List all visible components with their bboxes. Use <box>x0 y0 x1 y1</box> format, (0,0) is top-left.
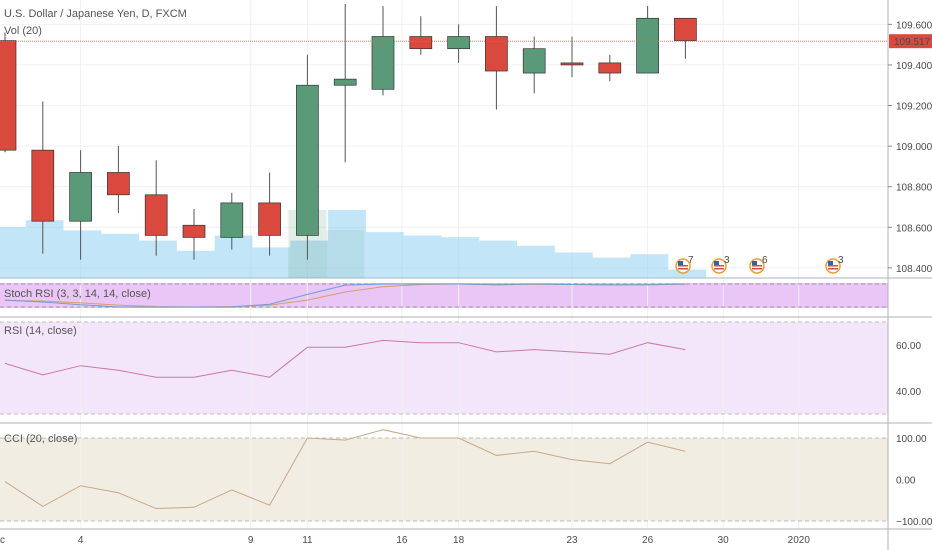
current-price-badge <box>889 34 932 49</box>
cci-tick-label: 0.00 <box>896 476 916 487</box>
rsi-line <box>4 339 686 378</box>
stoch-pane-bg <box>0 283 888 308</box>
us-flag-stripe <box>678 268 688 270</box>
rsi-pane-title: RSI (14, close) <box>4 325 77 337</box>
volume-bar <box>25 220 64 278</box>
us-flag-canton <box>828 261 833 265</box>
candle-body <box>636 17 659 74</box>
candle-body <box>69 172 92 222</box>
volume-bar <box>592 257 631 278</box>
time-axis: 4 9 11 16 18 23 26 30 2020 <box>78 535 811 546</box>
event-count: 3 <box>838 255 844 266</box>
stoch-pane-title: Stoch RSI (3, 3, 14, 14, close) <box>4 288 151 300</box>
event-count: 3 <box>724 255 730 266</box>
candle-body <box>296 84 319 236</box>
time-tick-label: 4 <box>78 535 84 546</box>
time-tick-label: 18 <box>453 535 465 546</box>
time-tick-label: 23 <box>566 535 578 546</box>
candle-body <box>485 36 508 72</box>
volume-bar <box>517 245 555 278</box>
time-tick-label: 2020 <box>788 535 811 546</box>
event-icons: 7 3 6 3 <box>675 255 844 274</box>
time-tick-label: 30 <box>718 535 730 546</box>
candles <box>0 4 697 260</box>
rsi-tick-label: 60.00 <box>896 341 921 352</box>
candle-body <box>447 36 470 50</box>
cci-tick-label: −100.00 <box>896 517 932 528</box>
us-flag-canton <box>752 261 757 265</box>
volume-bar <box>479 240 518 278</box>
time-tick-label: 11 <box>302 535 313 546</box>
volume-bar-highlight <box>326 230 365 278</box>
price-tick-label: 109.200 <box>896 102 932 113</box>
price-tick-label: 109.400 <box>896 61 932 72</box>
candle-body <box>333 78 357 86</box>
candle-body <box>144 194 168 236</box>
cci-pane-bg <box>0 438 888 521</box>
event-count: 7 <box>688 255 694 266</box>
cci-series <box>4 429 686 510</box>
us-flag-stripe <box>828 265 838 267</box>
candle-body <box>107 172 130 196</box>
current-price-label: 109.517 <box>894 37 931 48</box>
rsi-pane-bg <box>0 322 888 414</box>
time-axis-first-fragment: c <box>0 535 5 546</box>
price-tick-label: 108.600 <box>896 223 932 234</box>
price-axis: 109.600 109.400 109.200 109.000 108.800 108.6… <box>888 20 932 275</box>
time-tick-label: 26 <box>642 535 654 546</box>
candle-body <box>31 149 55 222</box>
us-flag-stripe <box>714 265 724 267</box>
us-flag-canton <box>678 261 683 265</box>
volume-bar <box>0 227 26 278</box>
candle-body <box>371 36 395 90</box>
us-flag-stripe <box>714 268 724 270</box>
volume-bar <box>554 252 593 278</box>
price-tick-label: 108.400 <box>896 264 932 275</box>
time-tick-label: 16 <box>396 535 408 546</box>
rsi-tick-label: 40.00 <box>896 387 921 398</box>
price-tick-label: 109.000 <box>896 142 932 153</box>
volume-bar <box>630 254 669 278</box>
us-flag-stripe <box>828 268 838 270</box>
volume-bar <box>365 232 404 278</box>
cci-line <box>4 429 686 510</box>
candle-body <box>598 62 622 74</box>
volume-bar <box>101 233 140 278</box>
us-flag-canton <box>714 261 719 265</box>
volume-bar <box>403 235 442 278</box>
time-tick-label: 9 <box>248 535 254 546</box>
rsi-series <box>4 339 686 378</box>
volume-bar <box>441 237 480 278</box>
us-flag-stripe <box>752 265 762 267</box>
candle-body <box>522 48 546 74</box>
volume-bar <box>252 247 291 278</box>
event-count: 6 <box>762 255 768 266</box>
volume-bar <box>328 210 366 278</box>
candle-body <box>258 202 281 236</box>
chart-title: U.S. Dollar / Japanese Yen, D, FXCM <box>4 8 187 20</box>
volume-label: Vol (20) <box>4 25 42 37</box>
price-tick-label: 109.600 <box>896 20 932 31</box>
cci-tick-label: 100.00 <box>896 434 927 445</box>
us-flag-stripe <box>752 268 762 270</box>
candle-body <box>0 40 17 151</box>
candle-body <box>182 224 206 238</box>
volume-bar <box>668 269 707 278</box>
candle-body <box>409 36 433 50</box>
candle-body <box>674 17 697 41</box>
stoch-k-line <box>4 283 686 308</box>
candle-body <box>220 202 244 238</box>
volume-bar <box>139 240 177 278</box>
stoch-rsi-lines <box>4 283 686 308</box>
volume-bar <box>63 230 102 278</box>
us-flag-stripe <box>678 265 688 267</box>
price-tick-label: 108.800 <box>896 183 932 194</box>
volume-bar <box>290 240 329 278</box>
indicator-axes: 60.00 40.00 100.00 0.00 −100.00 <box>896 341 932 528</box>
candle-body <box>560 62 584 66</box>
cci-pane-title: CCI (20, close) <box>4 433 77 445</box>
volume-bar <box>214 235 253 278</box>
volume-bar <box>176 250 215 278</box>
